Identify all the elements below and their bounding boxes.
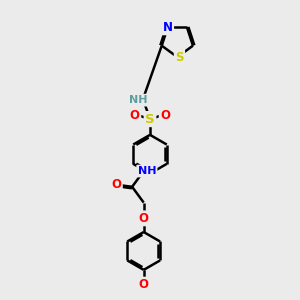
Text: O: O [139, 212, 149, 225]
Text: NH: NH [138, 166, 156, 176]
Text: S: S [175, 50, 184, 64]
Text: O: O [139, 278, 149, 291]
Text: NH: NH [129, 95, 148, 105]
Text: O: O [130, 109, 140, 122]
Text: O: O [160, 109, 170, 122]
Text: O: O [111, 178, 121, 191]
Text: N: N [163, 21, 173, 34]
Text: S: S [145, 112, 155, 126]
